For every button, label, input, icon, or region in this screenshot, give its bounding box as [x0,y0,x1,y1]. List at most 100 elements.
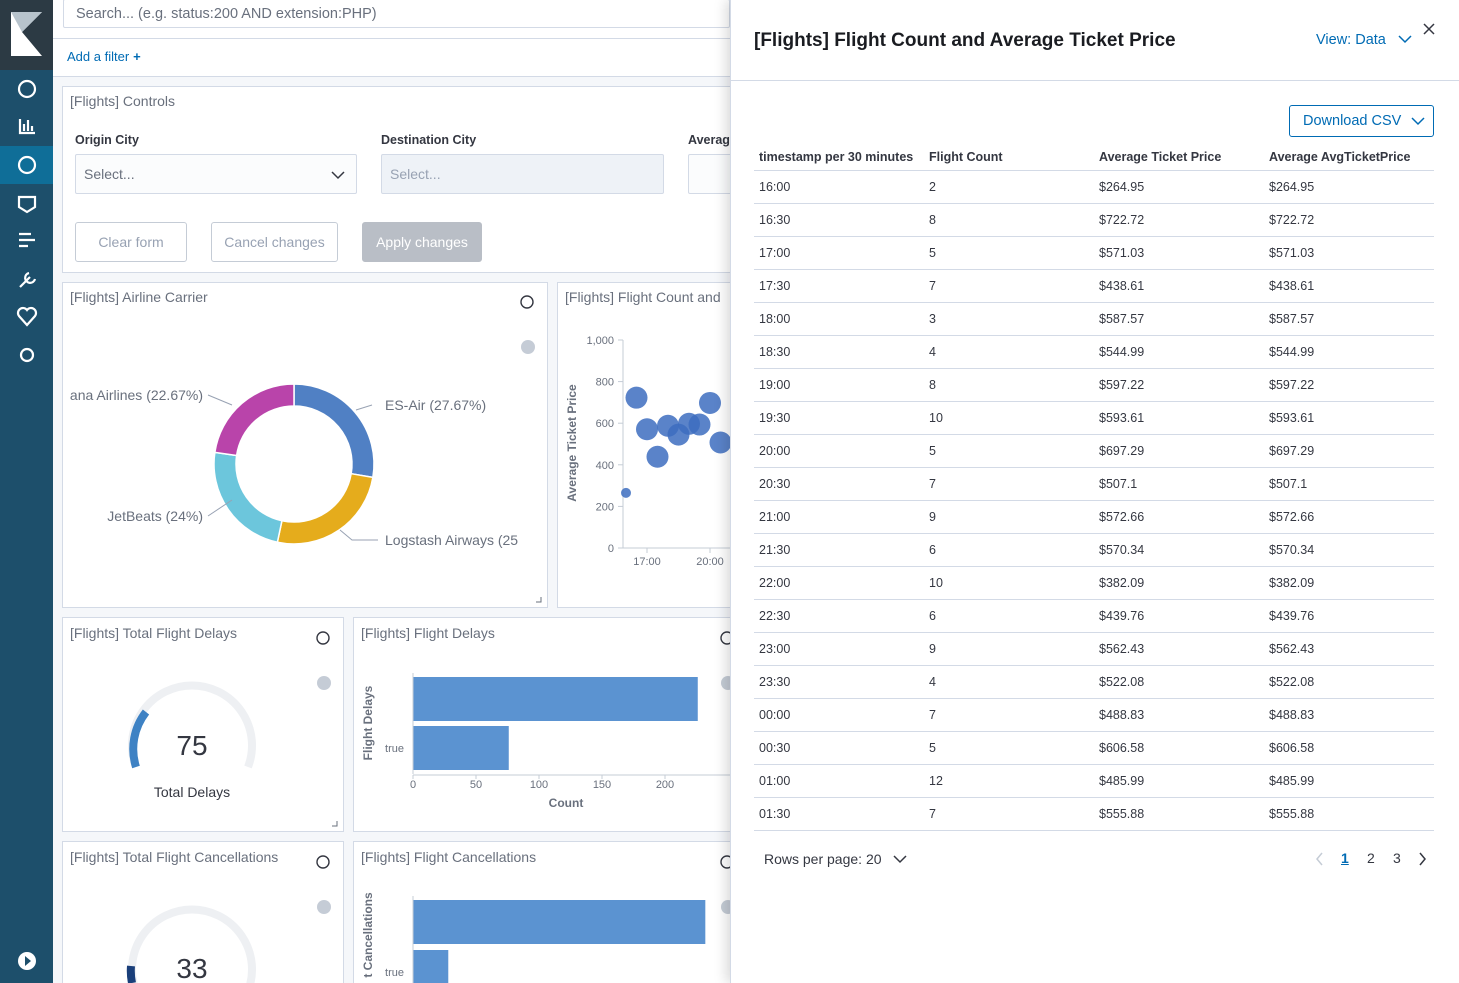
table-cell: $485.99 [1099,774,1145,788]
page-link[interactable]: 3 [1393,850,1401,866]
nav-visualize[interactable] [18,119,35,135]
panel-title: [Flights] Flight Count and [565,289,721,305]
select-placeholder: Select... [84,166,135,182]
nav-active [0,146,53,184]
origin-select[interactable]: Select... [75,154,357,194]
page-link[interactable]: 2 [1367,850,1375,866]
y-axis-label: t Cancellations [361,892,375,978]
table-cell: $593.61 [1269,411,1315,425]
y-tick-label: 800 [596,377,614,389]
table-cell: 9 [929,510,936,524]
nav-devtools[interactable] [19,271,37,288]
table-cell: 5 [929,246,936,260]
gauge-value: 75 [176,730,207,761]
table-cell: 2 [929,180,936,194]
donut-slice [276,472,374,545]
row-line [754,236,1434,237]
page-link[interactable]: 1 [1341,850,1349,866]
table-cell: 22:30 [759,609,791,623]
table-cell: $606.58 [1099,741,1145,755]
row-line [754,533,1434,534]
legend-toggle[interactable] [317,676,331,690]
next-page[interactable] [1418,852,1428,866]
table-cell: $587.57 [1099,312,1145,326]
destination-select[interactable]: Select... [381,154,664,194]
gauge-track [128,905,256,983]
row-line [754,170,1434,171]
clear-form-button[interactable]: Clear form [75,222,187,262]
chevron [1411,117,1425,126]
view-menu[interactable]: View: Data [1316,32,1412,48]
table-cell: 19:30 [759,411,791,425]
bubble [709,431,732,454]
rows-per-page[interactable]: Rows per page: 20 [764,851,907,867]
table-cell: $562.43 [1099,642,1145,656]
table-cell: $544.99 [1099,345,1145,359]
x-tick-label: 150 [593,779,611,791]
legend-toggle[interactable] [317,900,331,914]
nav-collapse-arrow [25,956,31,966]
nav-management[interactable] [19,347,35,363]
donut-slice [293,383,375,479]
table-cell: $264.95 [1099,180,1145,194]
field-label: Averag [688,133,730,147]
gear-icon[interactable] [520,295,534,309]
table-cell: $606.58 [1269,741,1315,755]
legend-toggle[interactable] [521,340,535,354]
row-line [754,665,1434,666]
slice-label: ES-Air (27.67%) [385,397,486,413]
divider [731,80,1459,81]
slice-label: JetBeats (24%) [107,508,203,524]
cancel-button[interactable]: Cancel changes [211,222,338,262]
leader-line [207,499,233,517]
row-line [754,335,1434,336]
search-placeholder: Search... (e.g. status:200 AND extension… [76,5,377,22]
nav-dashboard[interactable] [17,155,37,175]
download-csv-button[interactable]: Download CSV [1289,105,1434,137]
gear-icon[interactable] [316,631,330,645]
logo [11,12,42,56]
nav-icons [16,79,38,970]
row-line [754,698,1434,699]
prev-page[interactable] [1315,852,1325,866]
slice-label: ana Airlines (22.67%) [70,387,203,403]
resize-handle[interactable] [332,597,542,827]
table-cell: $570.34 [1269,543,1315,557]
panel-title: [Flights] Total Flight Cancellations [70,849,279,865]
y-tick-label: 1,000 [586,335,614,347]
close-button[interactable] [1423,23,1435,35]
row-line [754,731,1434,732]
bar [413,726,509,770]
table-cell: 10 [929,576,943,590]
bar [413,677,698,721]
table-cell: $382.09 [1269,576,1315,590]
logo-block[interactable] [0,0,53,70]
nav-discover[interactable] [17,79,37,99]
y-tick-label: 0 [608,543,614,555]
table-cell: 23:30 [759,675,791,689]
download-text: Download CSV [1303,113,1402,129]
table-cell: $572.66 [1269,510,1315,524]
nav-security[interactable] [17,195,37,214]
table-cell: 16:30 [759,213,791,227]
gauge-fill [126,965,136,983]
nav-monitoring[interactable] [16,306,38,327]
table-cell: $488.83 [1099,708,1145,722]
add-filter[interactable]: Add a filter + [67,49,141,64]
table-cell: $555.88 [1269,807,1315,821]
table-cell: $522.08 [1099,675,1145,689]
table-cell: 17:00 [759,246,791,260]
gear-icon[interactable] [316,855,330,869]
row-line [754,632,1434,633]
x-tick-label: 0 [410,779,416,791]
table-cell: 4 [929,345,936,359]
nav-logs[interactable] [19,232,35,248]
row-line [754,368,1434,369]
panel-title: [Flights] Controls [70,93,176,109]
search-input[interactable]: Search... (e.g. status:200 AND extension… [63,0,730,28]
apply-button[interactable]: Apply changes [362,222,482,262]
table-cell: 7 [929,477,936,491]
x-tick-label: 200 [656,779,674,791]
